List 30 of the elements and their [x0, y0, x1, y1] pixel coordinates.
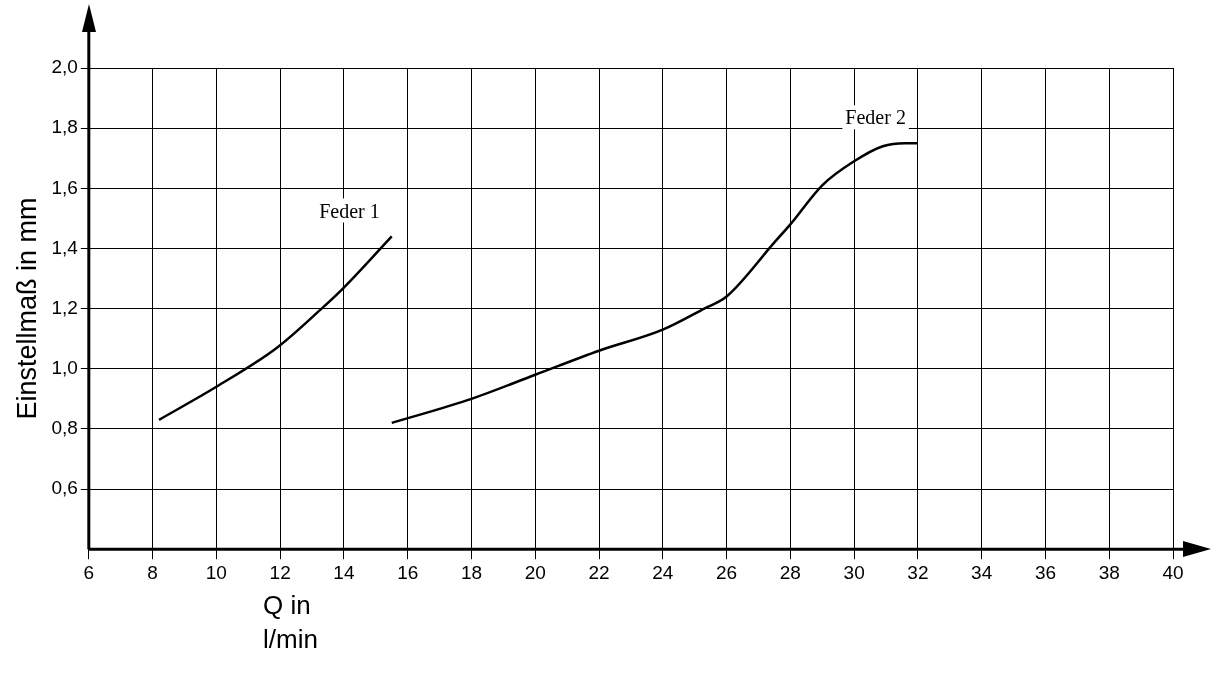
x-tick-label: 24 [652, 561, 674, 583]
y-tick-label: 0,6 [51, 477, 78, 499]
series-label: Feder 2 [845, 106, 906, 129]
x-tick-label: 34 [971, 561, 993, 583]
y-axis-title: Einstellmaß in mm [11, 197, 42, 420]
y-tick-label: 0,8 [51, 417, 78, 439]
y-tick-label: 1,8 [51, 116, 78, 138]
y-tick-label: 1,4 [51, 236, 79, 258]
y-tick-label: 1,0 [51, 356, 78, 378]
x-tick-label: 10 [205, 561, 227, 583]
x-tick-label: 26 [716, 561, 738, 583]
x-tick-label: 30 [843, 561, 865, 583]
x-tick-label: 14 [333, 561, 355, 583]
x-tick-label: 16 [397, 561, 419, 583]
x-axis-title: Q in l/min [263, 589, 319, 656]
x-tick-label: 18 [460, 561, 483, 583]
x-tick-label: 22 [588, 561, 610, 583]
x-tick-label: 28 [779, 561, 801, 583]
x-tick-label: 12 [269, 561, 291, 583]
y-tick-label: 1,6 [51, 176, 78, 198]
x-tick-label: 36 [1034, 561, 1057, 583]
y-tick-label: 1,2 [51, 296, 78, 318]
y-tick-label: 2,0 [51, 56, 78, 78]
x-tick-label: 40 [1162, 561, 1184, 583]
x-tick-label: 6 [83, 561, 95, 583]
x-tick-label: 8 [147, 561, 158, 583]
x-tick-label: 20 [524, 561, 546, 583]
x-tick-label: 38 [1098, 561, 1120, 583]
x-tick-label: 32 [907, 561, 929, 583]
series-label: Feder 1 [319, 199, 380, 222]
